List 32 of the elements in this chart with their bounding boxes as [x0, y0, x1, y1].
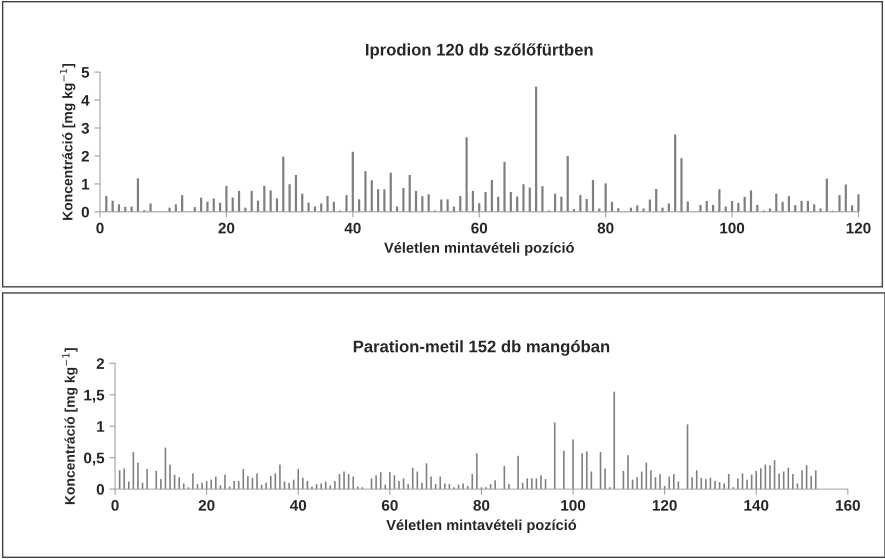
x-tick-label: 80: [473, 500, 490, 511]
y-tick-label: 0,5: [84, 452, 104, 466]
y-tick-label: 2: [96, 358, 104, 369]
y-tick-label: 3: [81, 122, 90, 134]
y-axis-title: Koncentráció [mg kg$^{−1}$]: [62, 348, 78, 504]
x-tick-label: 60: [471, 222, 488, 234]
y-tick-label: 1: [82, 178, 90, 190]
x-tick-label: 40: [344, 222, 361, 234]
y-tick-label: 5: [82, 67, 90, 78]
x-tick-label: 20: [218, 222, 234, 234]
y-tick-label: 4: [81, 95, 90, 106]
x-tick-label: 120: [846, 222, 871, 234]
chart-title: Paration-metil 152 db mangóban: [354, 340, 610, 356]
x-tick-label: 140: [744, 500, 768, 511]
x-tick-label: 80: [598, 222, 614, 234]
x-tick-label: 160: [836, 500, 860, 511]
y-axis-title: Koncentráció [mg kg$^{−1}$]: [60, 64, 76, 220]
y-tick-label: 0: [82, 206, 89, 218]
x-tick-label: 120: [652, 500, 677, 511]
x-tick-label: 60: [382, 500, 398, 511]
x-tick-label: 20: [198, 500, 215, 511]
y-tick-label: 1: [97, 421, 104, 432]
y-tick-label: 1,5: [84, 390, 104, 403]
chart-title: Iprodion 120 db szőlőfürtben: [366, 43, 593, 59]
x-tick-label: 100: [561, 500, 586, 511]
y-tick-label: 2: [82, 150, 89, 162]
x-axis-title: Véletlen mintavételi pozíció: [386, 519, 576, 534]
x-tick-label: 40: [290, 500, 306, 511]
x-tick-label: 100: [720, 222, 744, 234]
x-tick-label: 0: [111, 500, 119, 511]
y-tick-label: 0: [96, 484, 104, 495]
x-axis-title: Véletlen mintavételi pozíció: [384, 242, 574, 256]
